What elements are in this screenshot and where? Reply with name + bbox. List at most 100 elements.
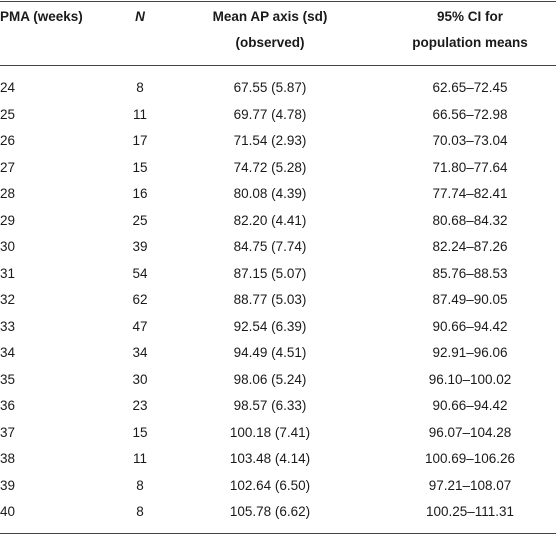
cell-ci: 85.76–88.53 <box>432 265 508 281</box>
table-row: 25 11 69.77 (4.78) 66.56–72.98 <box>0 105 556 132</box>
table-bottom-rule <box>0 533 556 534</box>
cell-n: 11 <box>132 106 147 122</box>
header-n: N <box>110 6 170 28</box>
header-pma-label: PMA (weeks) <box>0 9 83 24</box>
cell-ci: 92.91–96.06 <box>432 345 508 360</box>
cell-ci: 70.03–73.04 <box>432 133 508 148</box>
cell-n: 8 <box>136 477 144 493</box>
cell-n: 11 <box>132 451 147 466</box>
cell-mean: 94.49 (4.51) <box>233 345 307 360</box>
cell-mean: 98.06 (5.24) <box>233 371 307 387</box>
cell-mean: 88.77 (5.03) <box>233 292 307 307</box>
cell-mean: 87.15 (5.07) <box>233 265 307 281</box>
table-row: 32 62 88.77 (5.03) 87.49–90.05 <box>0 290 556 317</box>
cell-pma: 27 <box>0 159 16 175</box>
cell-mean: 105.78 (6.62) <box>229 504 311 519</box>
cell-n: 23 <box>132 398 148 413</box>
cell-pma: 36 <box>0 398 16 413</box>
table-row: 35 30 98.06 (5.24) 96.10–100.02 <box>0 370 556 397</box>
cell-pma: 32 <box>0 292 16 307</box>
cell-pma: 30 <box>0 239 16 254</box>
table-row: 38 11 103.48 (4.14) 100.69–106.26 <box>0 449 556 476</box>
cell-mean: 71.54 (2.93) <box>233 133 307 148</box>
cell-mean: 67.55 (5.87) <box>233 80 307 95</box>
cell-n: 54 <box>132 265 148 281</box>
cell-pma: 26 <box>0 133 16 148</box>
cell-ci: 90.66–94.42 <box>432 398 508 413</box>
table-row: 28 16 80.08 (4.39) 77.74–82.41 <box>0 184 556 211</box>
header-pma: PMA (weeks) <box>0 6 140 28</box>
cell-n: 47 <box>132 318 148 334</box>
table-row: 24 8 67.55 (5.87) 62.65–72.45 <box>0 78 556 105</box>
header-ci-line2: population means <box>412 35 528 50</box>
cell-ci: 77.74–82.41 <box>432 186 508 201</box>
cell-pma: 28 <box>0 186 16 201</box>
cell-pma: 37 <box>0 424 16 440</box>
table-header: PMA (weeks) N Mean AP axis (sd) (observe… <box>0 6 556 62</box>
table-row: 39 8 102.64 (6.50) 97.21–108.07 <box>0 476 556 503</box>
cell-mean: 69.77 (4.78) <box>233 106 307 122</box>
cell-pma: 38 <box>0 451 16 466</box>
table-row: 31 54 87.15 (5.07) 85.76–88.53 <box>0 264 556 291</box>
header-mean: Mean AP axis (sd) (observed) <box>190 6 350 54</box>
cell-n: 8 <box>136 80 144 95</box>
table-row: 27 15 74.72 (5.28) 71.80–77.64 <box>0 158 556 185</box>
cell-pma: 29 <box>0 212 16 228</box>
table-row: 34 34 94.49 (4.51) 92.91–96.06 <box>0 343 556 370</box>
cell-mean: 100.18 (7.41) <box>229 424 311 440</box>
cell-ci: 82.24–87.26 <box>432 239 508 254</box>
cell-n: 39 <box>132 239 148 254</box>
cell-ci: 96.07–104.28 <box>428 424 512 440</box>
cell-ci: 66.56–72.98 <box>432 106 508 122</box>
cell-n: 30 <box>132 371 148 387</box>
cell-n: 17 <box>132 133 148 148</box>
cell-ci: 90.66–94.42 <box>432 318 508 334</box>
cell-ci: 100.25–111.31 <box>425 504 515 519</box>
cell-n: 15 <box>132 159 148 175</box>
header-ci-line1: 95% CI for <box>436 9 504 24</box>
cell-mean: 82.20 (4.41) <box>233 212 307 228</box>
header-n-label: N <box>135 9 145 24</box>
header-bottom-rule <box>0 65 556 66</box>
cell-ci: 80.68–84.32 <box>432 212 508 228</box>
table-row: 37 15 100.18 (7.41) 96.07–104.28 <box>0 423 556 450</box>
header-ci: 95% CI for population means <box>384 6 556 54</box>
cell-mean: 98.57 (6.33) <box>233 398 307 413</box>
cell-mean: 74.72 (5.28) <box>233 159 307 175</box>
cell-n: 8 <box>136 504 144 519</box>
cell-ci: 71.80–77.64 <box>432 159 508 175</box>
cell-pma: 35 <box>0 371 16 387</box>
table-top-rule <box>0 1 556 2</box>
header-mean-line2: (observed) <box>235 35 305 50</box>
cell-pma: 33 <box>0 318 16 334</box>
table-row: 36 23 98.57 (6.33) 90.66–94.42 <box>0 396 556 423</box>
cell-ci: 100.69–106.26 <box>424 451 516 466</box>
cell-pma: 24 <box>0 80 16 95</box>
cell-pma: 25 <box>0 106 16 122</box>
cell-n: 16 <box>132 186 148 201</box>
cell-pma: 34 <box>0 345 16 360</box>
cell-n: 62 <box>132 292 148 307</box>
cell-ci: 97.21–108.07 <box>428 477 512 493</box>
cell-ci: 87.49–90.05 <box>432 292 508 307</box>
cell-pma: 39 <box>0 477 16 493</box>
cell-ci: 96.10–100.02 <box>428 371 512 387</box>
cell-mean: 103.48 (4.14) <box>229 451 311 466</box>
cell-mean: 84.75 (7.74) <box>233 239 307 254</box>
cell-n: 15 <box>132 424 148 440</box>
table-row: 29 25 82.20 (4.41) 80.68–84.32 <box>0 211 556 238</box>
cell-mean: 80.08 (4.39) <box>233 186 307 201</box>
cell-mean: 92.54 (6.39) <box>233 318 307 334</box>
cell-mean: 102.64 (6.50) <box>229 477 311 493</box>
table-row: 26 17 71.54 (2.93) 70.03–73.04 <box>0 131 556 158</box>
table-row: 40 8 105.78 (6.62) 100.25–111.31 <box>0 502 556 529</box>
table-row: 33 47 92.54 (6.39) 90.66–94.42 <box>0 317 556 344</box>
table-body: 24 8 67.55 (5.87) 62.65–72.45 25 11 69.77 (4.7… <box>0 78 556 529</box>
cell-pma: 31 <box>0 265 16 281</box>
cell-ci: 62.65–72.45 <box>432 80 508 95</box>
table-row: 30 39 84.75 (7.74) 82.24–87.26 <box>0 237 556 264</box>
header-mean-line1: Mean AP axis (sd) <box>212 9 328 24</box>
cell-pma: 40 <box>0 504 16 519</box>
cell-n: 25 <box>132 212 148 228</box>
